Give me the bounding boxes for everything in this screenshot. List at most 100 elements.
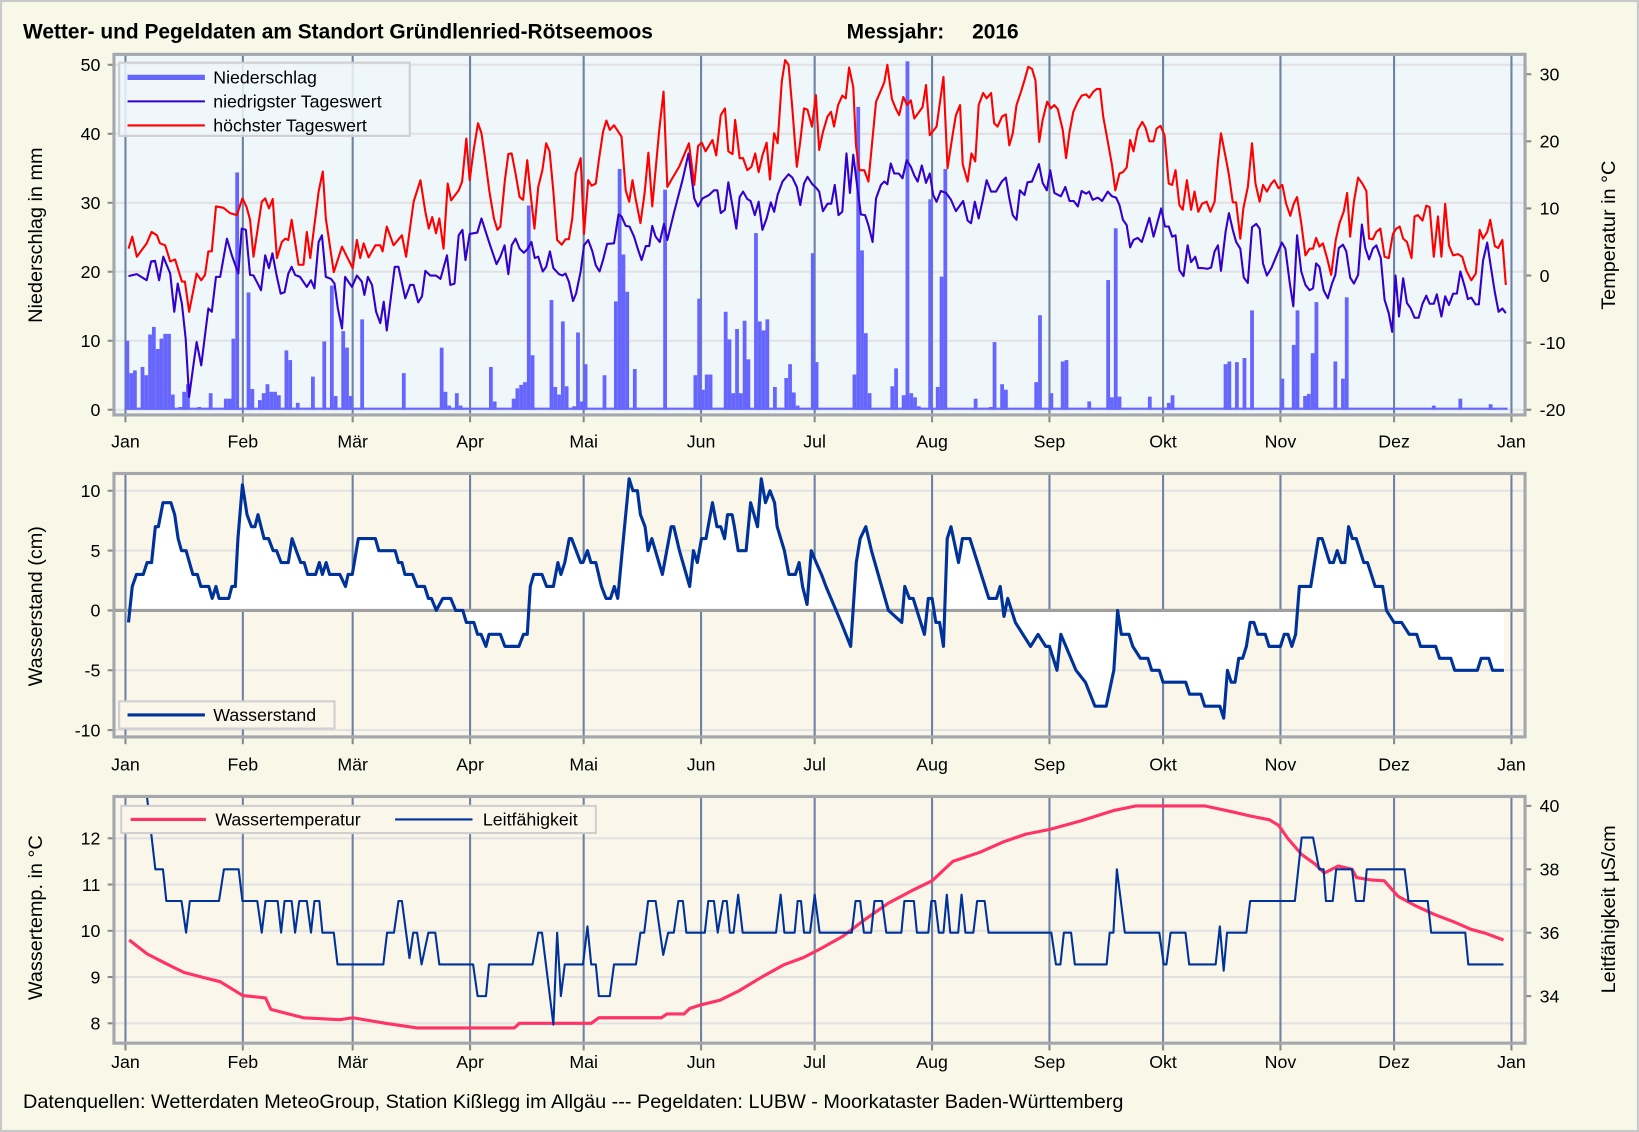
- precip-bar: [1147, 396, 1152, 410]
- precip-bar: [576, 332, 580, 410]
- precip-bar: [894, 368, 898, 410]
- precip-bar: [155, 349, 160, 410]
- y-tick-label: 0: [90, 400, 100, 420]
- precip-bar: [1295, 310, 1300, 410]
- y2-tick-label: 40: [1540, 796, 1560, 816]
- precip-bar: [890, 386, 895, 410]
- data-source-footer: Datenquellen: Wetterdaten MeteoGroup, St…: [23, 1091, 1123, 1113]
- precip-bar: [223, 398, 228, 410]
- precip-bar: [913, 397, 917, 410]
- y-tick-label: 8: [90, 1014, 100, 1034]
- legend-label-precip: Niederschlag: [213, 68, 317, 88]
- precip-bar: [257, 400, 262, 410]
- precip-bar: [625, 291, 630, 410]
- x-tick-label: Jan: [1497, 754, 1526, 774]
- precip-bar: [1250, 310, 1254, 410]
- temperature-axis-title: Temperatur in °C: [1598, 161, 1620, 310]
- precip-bar: [523, 382, 527, 410]
- precip-bar: [151, 326, 156, 410]
- marks-layer: [113, 59, 1526, 1030]
- precip-bar: [1223, 364, 1228, 410]
- precip-bar: [708, 374, 713, 410]
- series-line-leitf-higkeit: [145, 796, 1504, 1026]
- precip-bar: [663, 189, 667, 410]
- y-tick-label: 0: [90, 601, 100, 621]
- y-tick-label: 20: [81, 262, 101, 282]
- precip-bar: [572, 406, 577, 410]
- y-tick-label: 10: [81, 331, 101, 351]
- x-tick-label: Okt: [1149, 431, 1177, 451]
- precip-bar: [943, 168, 948, 410]
- precip-bar: [557, 394, 561, 410]
- precip-bar: [636, 407, 641, 410]
- precip-bar: [1310, 353, 1315, 410]
- x-tick-label: Mär: [337, 754, 368, 774]
- x-tick-label: Feb: [228, 754, 259, 774]
- x-tick-label: Aug: [916, 754, 948, 774]
- precip-bar: [167, 333, 171, 410]
- y-tick-label: 30: [81, 193, 101, 213]
- precip-bar: [345, 347, 349, 410]
- y2-tick-label: 34: [1540, 986, 1560, 1006]
- precip-bar: [1049, 393, 1054, 410]
- y2-tick-label: 20: [1540, 132, 1560, 152]
- precip-bar: [178, 406, 183, 410]
- precip-bar: [231, 338, 236, 410]
- precip-bar: [621, 254, 626, 410]
- precip-bar: [1242, 357, 1247, 410]
- precip-bar: [1110, 397, 1114, 410]
- legend-label-water-temp: Wassertemperatur: [215, 810, 360, 830]
- precip-bar: [1458, 398, 1463, 410]
- precip-bar: [863, 333, 868, 410]
- x-tick-label: Jun: [687, 754, 716, 774]
- precip-bar: [784, 378, 789, 410]
- precip-bar: [447, 405, 452, 410]
- precip-bar: [458, 405, 463, 410]
- precip-bar: [1117, 396, 1122, 410]
- x-tick-label: Apr: [456, 754, 484, 774]
- x-tick-label: Nov: [1265, 431, 1297, 451]
- precip-bar: [810, 253, 815, 410]
- precip-bar: [701, 389, 705, 410]
- precip-bar: [148, 334, 152, 410]
- x-tick-label: Dez: [1378, 754, 1410, 774]
- precip-bar: [992, 342, 997, 410]
- y-tick-label: 11: [82, 875, 100, 895]
- precip-bar: [860, 250, 864, 410]
- precip-bar: [261, 393, 266, 410]
- precip-bar: [182, 391, 187, 410]
- precip-bar: [852, 374, 857, 410]
- conductivity-axis-title: Leitfähigkeit µS/cm: [1598, 825, 1620, 993]
- precip-bar: [746, 359, 751, 410]
- x-tick-label: Sep: [1034, 431, 1066, 451]
- precip-bar: [311, 376, 315, 410]
- x-tick-label: Mär: [337, 1052, 368, 1072]
- x-tick-label: Aug: [916, 1052, 948, 1072]
- precip-bar: [197, 406, 202, 410]
- legend-label-max-temp: höchster Tageswert: [213, 116, 367, 136]
- x-tick-label: Jan: [1497, 1052, 1526, 1072]
- x-tick-label: Jul: [803, 1052, 826, 1072]
- precip-bar: [916, 406, 921, 410]
- x-tick-label: Mai: [569, 431, 598, 451]
- legend-precip-temp: Niederschlag niedrigster Tageswert höchs…: [118, 61, 411, 137]
- precip-bar: [693, 375, 698, 410]
- legend-water-temp-conductivity: Wassertemperatur Leitfähigkeit: [120, 804, 597, 835]
- precip-bar: [602, 375, 607, 410]
- x-tick-label: Apr: [456, 431, 484, 451]
- legend-label-water-level: Wasserstand: [213, 705, 316, 725]
- x-tick-label: Dez: [1378, 1052, 1410, 1072]
- precip-bar: [1306, 393, 1311, 410]
- precip-bar: [341, 331, 346, 410]
- precip-bar: [526, 205, 531, 410]
- series-line-wasserstand: [126, 477, 1504, 720]
- precip-bar: [973, 398, 978, 410]
- precip-bar: [269, 391, 274, 410]
- precip-bar: [1303, 395, 1307, 410]
- precip-bar: [360, 319, 365, 410]
- precip-bar: [1038, 315, 1042, 410]
- x-tick-label: Jan: [1497, 431, 1526, 451]
- precip-bar: [735, 329, 739, 410]
- precip-bar: [564, 386, 569, 410]
- precip-bar: [1163, 407, 1167, 410]
